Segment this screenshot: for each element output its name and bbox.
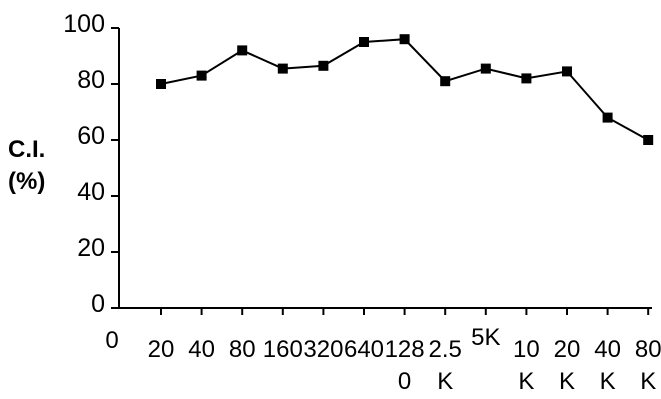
data-point — [399, 34, 410, 45]
x-tick-label: 160 — [263, 336, 303, 363]
x-origin-label: 0 — [105, 327, 118, 354]
data-point — [521, 73, 532, 84]
data-point — [318, 60, 329, 71]
x-tick-label: 5K — [471, 324, 500, 351]
data-point — [277, 63, 288, 74]
y-axis-label: C.I. (%) — [8, 136, 45, 195]
data-point — [602, 112, 613, 123]
data-point — [237, 45, 248, 56]
series-line — [160, 38, 649, 141]
x-tick-label: 20 — [148, 336, 175, 363]
x-tick-label: 80 — [635, 336, 661, 363]
x-tick-label: 0 — [398, 368, 411, 395]
x-tick-label: K — [559, 368, 575, 395]
data-point — [480, 63, 491, 74]
x-tick-label: 40 — [594, 336, 621, 363]
data-point — [359, 37, 369, 47]
y-tick-label: 100 — [63, 10, 105, 38]
x-tick-label: 40 — [188, 336, 215, 363]
x-tick-label: 20 — [554, 336, 581, 363]
x-tick-label: K — [640, 368, 656, 395]
data-point — [196, 70, 207, 81]
y-axis: 0 20 40 60 80 100 — [63, 10, 120, 318]
y-axis-label-line: C.I. — [8, 136, 45, 163]
x-tick-label: K — [437, 368, 453, 395]
x-tick-label: 640 — [344, 336, 384, 363]
y-tick-label: 60 — [77, 122, 105, 150]
x-tick-label: 2.5 — [429, 336, 462, 363]
y-tick-label: 0 — [91, 290, 105, 318]
y-tick-label: 20 — [77, 234, 105, 262]
x-axis: 0 20 40 80 160 320 640 128 0 2.5 K 5K 10 K 20 K 40 K 80 K — [105, 307, 661, 395]
x-tick-label: K — [518, 368, 534, 395]
x-tick-label: K — [600, 368, 616, 395]
y-tick-label: 80 — [77, 66, 105, 94]
data-point — [440, 76, 451, 87]
x-tick-label: 80 — [229, 336, 256, 363]
y-axis-label-line: (%) — [8, 168, 45, 195]
data-point — [643, 135, 654, 145]
x-tick-label: 10 — [513, 336, 540, 363]
x-tick-label: 128 — [385, 336, 425, 363]
data-point — [156, 79, 166, 89]
data-point — [562, 66, 572, 77]
y-tick-label: 40 — [77, 178, 105, 206]
x-tick-label: 320 — [303, 336, 343, 363]
data-series — [156, 34, 654, 145]
